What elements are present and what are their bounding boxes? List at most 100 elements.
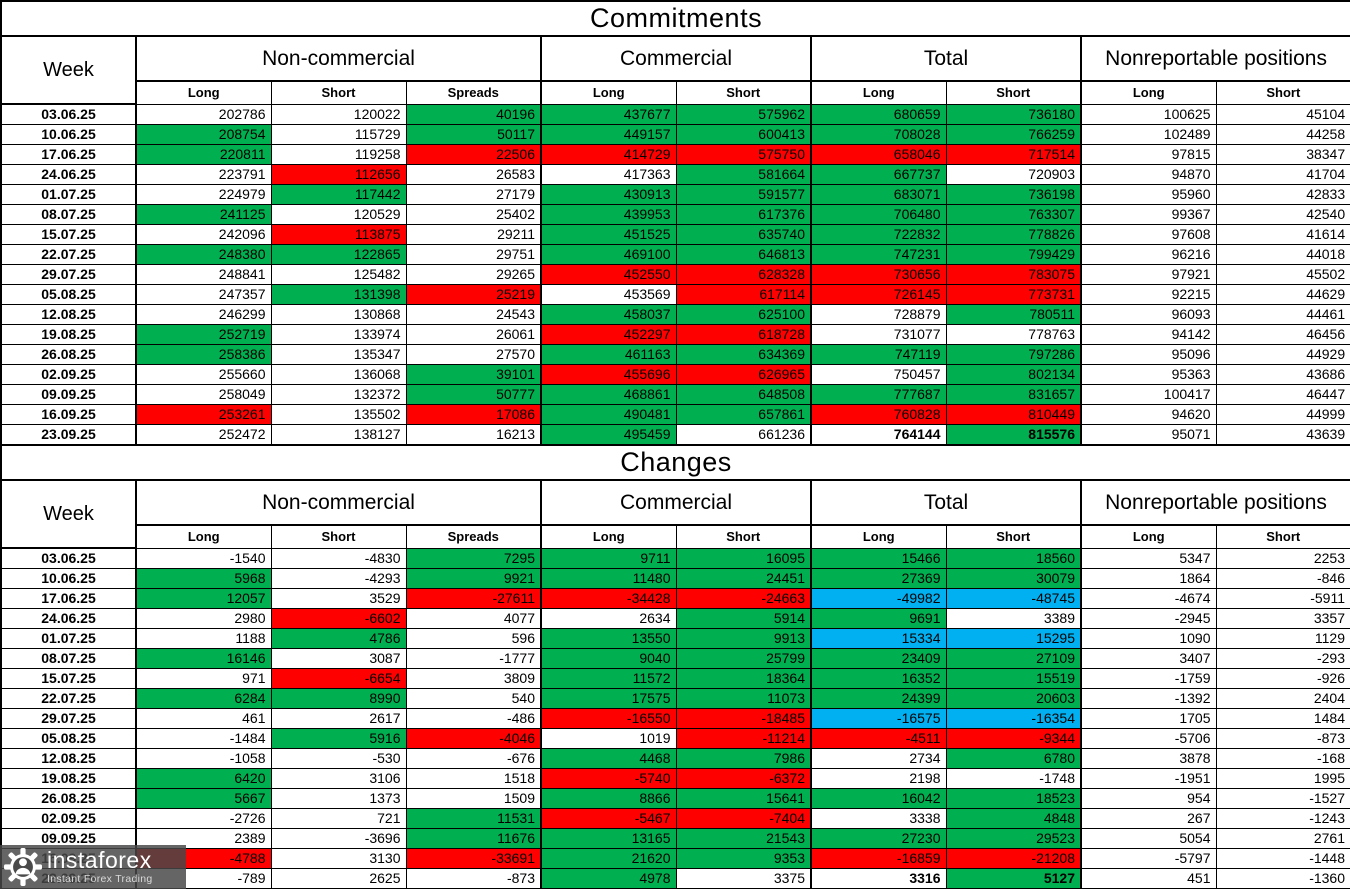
value-cell: 469100 (540, 244, 677, 265)
value-cell: 720903 (945, 164, 1082, 185)
value-cell: 3809 (405, 668, 542, 689)
value-cell: 3878 (1080, 748, 1217, 769)
value-cell: -16859 (810, 848, 947, 869)
value-cell: 2980 (135, 608, 272, 629)
value-cell: 135347 (270, 344, 407, 365)
commitments-sub-header: Long Short Spreads Long Short Long Short… (1, 80, 1350, 105)
value-cell: 1129 (1215, 628, 1350, 649)
value-cell: 26061 (405, 324, 542, 345)
value-cell: 3375 (675, 868, 812, 889)
value-cell: -24663 (675, 588, 812, 609)
value-cell: 2734 (810, 748, 947, 769)
value-cell: 954 (1080, 788, 1217, 809)
value-cell: -1392 (1080, 688, 1217, 709)
value-cell: 11676 (405, 828, 542, 849)
week-cell: 26.08.25 (0, 344, 137, 365)
value-cell: -293 (1215, 648, 1350, 669)
value-cell: 4848 (945, 808, 1082, 829)
value-cell: 11480 (540, 568, 677, 589)
value-cell: -9344 (945, 728, 1082, 749)
value-cell: -5911 (1215, 588, 1350, 609)
instaforex-logo-text: instaforex Instant Forex Trading (47, 849, 153, 885)
value-cell: -1527 (1215, 788, 1350, 809)
value-cell: 722832 (810, 224, 947, 245)
week-header: Week (0, 35, 137, 105)
week-cell: 03.06.25 (0, 547, 137, 569)
value-cell: 763307 (945, 204, 1082, 225)
table-row: 17.06.25 220811 119258 22506 414729 575750 658… (0, 144, 1350, 165)
value-cell: 4978 (540, 868, 677, 889)
value-cell: 100625 (1080, 103, 1217, 125)
value-cell: 6420 (135, 768, 272, 789)
value-cell: -27611 (405, 588, 542, 609)
value-cell: 120529 (270, 204, 407, 225)
value-cell: 708028 (810, 124, 947, 145)
value-cell: -1759 (1080, 668, 1217, 689)
value-cell: 44461 (1215, 304, 1350, 325)
value-cell: 2253 (1215, 547, 1350, 569)
week-cell: 17.06.25 (0, 588, 137, 609)
value-cell: -1484 (135, 728, 272, 749)
value-cell: 9921 (405, 568, 542, 589)
value-cell: 27230 (810, 828, 947, 849)
value-cell: 1518 (405, 768, 542, 789)
value-cell: 831657 (945, 384, 1082, 405)
value-cell: 220811 (135, 144, 272, 165)
instaforex-watermark: instaforex Instant Forex Trading (0, 845, 186, 889)
commitments-table: Commitments Week Non-commercial Commerci… (0, 0, 1350, 446)
value-cell: -33691 (405, 848, 542, 869)
value-cell: 750457 (810, 364, 947, 385)
value-cell: 657861 (675, 404, 812, 425)
value-cell: 9353 (675, 848, 812, 869)
value-cell: 455696 (540, 364, 677, 385)
value-cell: 25219 (405, 284, 542, 305)
changes-sub-header: Long Short Spreads Long Short Long Short… (1, 524, 1350, 549)
value-cell: 3338 (810, 808, 947, 829)
value-cell: 44018 (1215, 244, 1350, 265)
value-cell: 252472 (135, 424, 272, 446)
brand-name: instaforex (47, 847, 152, 874)
value-cell: 24543 (405, 304, 542, 325)
value-cell: 8990 (270, 688, 407, 709)
value-cell: -16354 (945, 708, 1082, 729)
subheader-cell: Short (1215, 524, 1350, 549)
table-row: 02.09.25 255660 136068 39101 455696 626965 750… (0, 364, 1350, 385)
value-cell: -11214 (675, 728, 812, 749)
value-cell: -926 (1215, 668, 1350, 689)
group-header-total: Total (810, 479, 1082, 526)
value-cell: 3130 (270, 848, 407, 869)
week-cell: 26.08.25 (0, 788, 137, 809)
value-cell: 439953 (540, 204, 677, 225)
table-row: 05.08.25 247357 131398 25219 453569 617114 726… (0, 284, 1350, 305)
value-cell: 1509 (405, 788, 542, 809)
value-cell: 730656 (810, 264, 947, 285)
value-cell: 258386 (135, 344, 272, 365)
value-cell: -846 (1215, 568, 1350, 589)
value-cell: 2198 (810, 768, 947, 789)
value-cell: -676 (405, 748, 542, 769)
table-row: 24.06.25 2980 -6602 4077 2634 5914 9691 3389 -29… (0, 608, 1350, 629)
group-header-total: Total (810, 35, 1082, 82)
value-cell: 721 (270, 808, 407, 829)
value-cell: 452297 (540, 324, 677, 345)
value-cell: -16575 (810, 708, 947, 729)
table-row: 15.07.25 971 -6654 3809 11572 18364 16352 15519… (0, 668, 1350, 689)
value-cell: 11531 (405, 808, 542, 829)
value-cell: 2625 (270, 868, 407, 889)
value-cell: 600413 (675, 124, 812, 145)
value-cell: 683071 (810, 184, 947, 205)
value-cell: 3389 (945, 608, 1082, 629)
value-cell: 255660 (135, 364, 272, 385)
value-cell: -6372 (675, 768, 812, 789)
value-cell: 648508 (675, 384, 812, 405)
value-cell: 452550 (540, 264, 677, 285)
value-cell: -48745 (945, 588, 1082, 609)
value-cell: 120022 (270, 103, 407, 125)
table-row: 22.07.25 248380 122865 29751 469100 646813 747… (0, 244, 1350, 265)
value-cell: 46456 (1215, 324, 1350, 345)
subheader-cell: Short (270, 80, 407, 105)
value-cell: 468861 (540, 384, 677, 405)
value-cell: 27369 (810, 568, 947, 589)
value-cell: 617376 (675, 204, 812, 225)
value-cell: 6284 (135, 688, 272, 709)
